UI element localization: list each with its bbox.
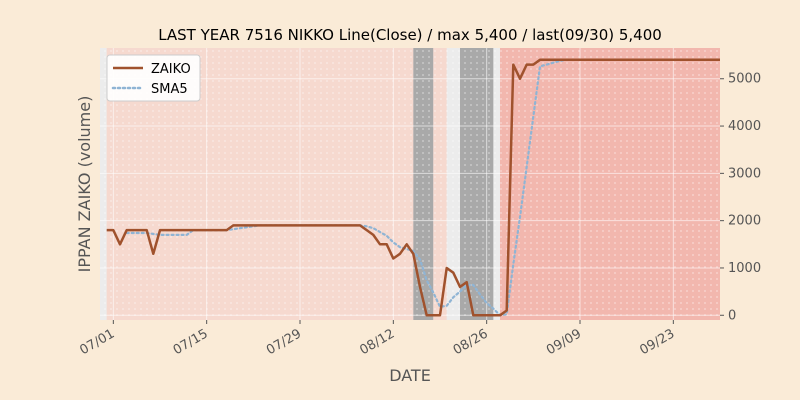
series-lines [106, 58, 720, 317]
legend-sma5-label: SMA5 [151, 82, 188, 97]
series-line-sma5 [125, 58, 720, 317]
legend: ZAIKO SMA5 [106, 54, 201, 102]
series-line-zaiko [106, 58, 720, 317]
y-tick-label: 0 [728, 308, 736, 323]
y-tick-label: 2000 [728, 214, 761, 229]
grid-lines [100, 48, 720, 320]
y-tick-label: 3000 [728, 166, 761, 181]
y-axis-label: IPPAN ZAIKO (volume) [75, 96, 94, 273]
y-tick-label: 4000 [728, 119, 761, 134]
legend-zaiko-label: ZAIKO [151, 62, 191, 77]
chart-title: LAST YEAR 7516 NIKKO Line(Close) / max 5… [158, 26, 662, 44]
y-tick-label: 5000 [728, 72, 761, 87]
y-axis-ticks: 0 1000 2000 3000 4000 5000 [720, 72, 761, 323]
legend-box [106, 54, 201, 102]
y-tick-label: 1000 [728, 261, 761, 276]
x-axis-label: DATE [389, 366, 431, 385]
plot-dot-texture [100, 48, 720, 320]
